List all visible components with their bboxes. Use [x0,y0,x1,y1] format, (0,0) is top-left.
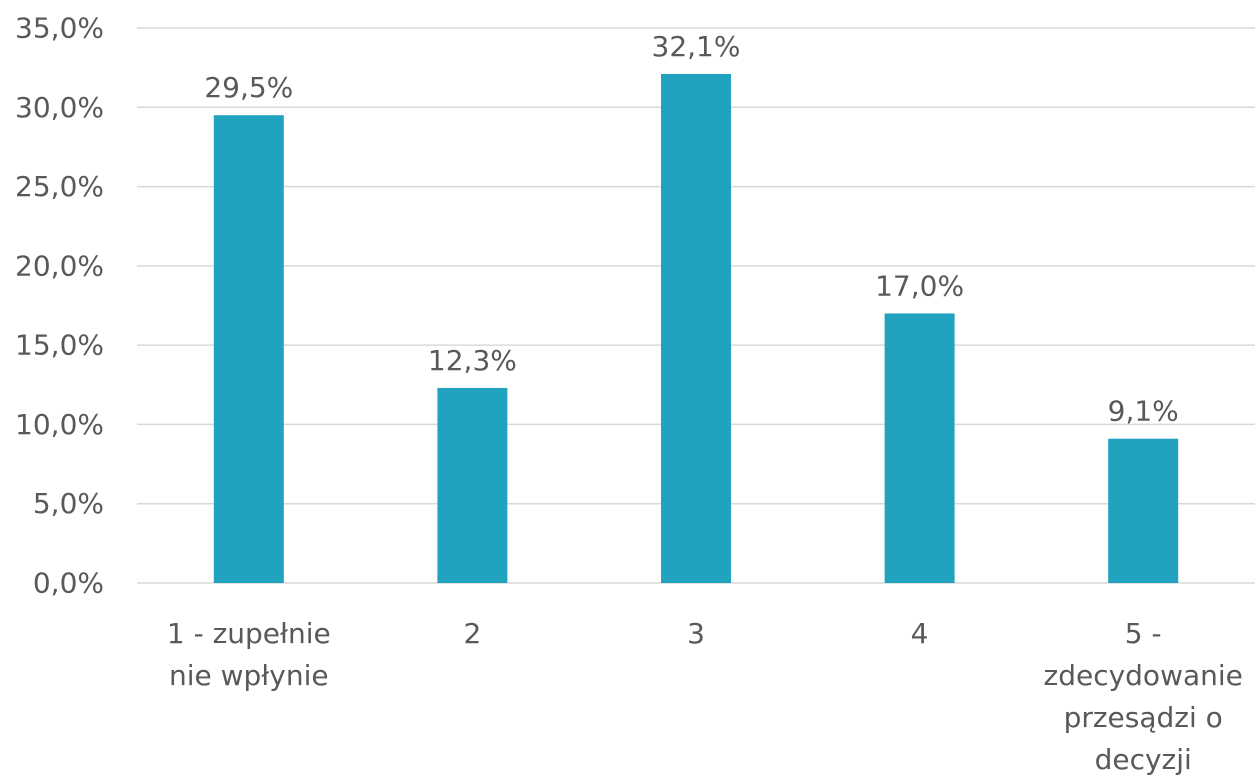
category-label-line: 1 - zupełnie [167,617,331,650]
y-tick-label: 0,0% [33,567,104,600]
category-label-line: 3 [687,617,705,650]
bar [437,387,508,583]
y-tick-label: 35,0% [15,12,104,45]
data-label: 29,5% [204,71,293,104]
category-label-line: zdecydowanie [1044,659,1243,692]
y-tick-label: 15,0% [15,329,104,362]
y-axis-tick-labels: 0,0% 5,0% 10,0% 15,0% 20,0% 25,0% 30,0% 35,0% [15,12,104,600]
data-label: 32,1% [652,30,741,63]
y-tick-label: 25,0% [15,170,104,203]
data-label: 9,1% [1108,395,1179,428]
data-labels: 29,5% 12,3% 32,1% 17,0% 9,1% [204,30,1178,428]
category-label-line: decyzji [1095,743,1192,775]
bars [213,73,1179,583]
category-label-line: przesądzi o [1064,701,1223,734]
bar [661,73,731,583]
category-label-line: 2 [463,617,481,650]
category-label-line: 4 [911,617,929,650]
category-label: 4 [911,617,929,650]
category-label-line: nie wpłynie [169,659,329,692]
x-axis-category-labels: 1 - zupełnie nie wpłynie 2 3 4 5 - zdecydowani… [167,617,1243,775]
y-tick-label: 20,0% [15,249,104,282]
data-label: 12,3% [428,344,517,377]
category-label-line: 5 - [1125,617,1162,650]
category-label: 5 - zdecydowanie przesądzi o decyzji [1044,617,1243,775]
bar [884,313,955,583]
category-label: 3 [687,617,705,650]
category-label: 2 [463,617,481,650]
bar [213,115,284,583]
y-tick-label: 10,0% [15,408,104,441]
data-label: 17,0% [875,269,964,302]
category-label: 1 - zupełnie nie wpłynie [167,617,331,692]
bar [1108,438,1179,583]
y-tick-label: 5,0% [33,487,104,520]
y-tick-label: 30,0% [15,91,104,124]
